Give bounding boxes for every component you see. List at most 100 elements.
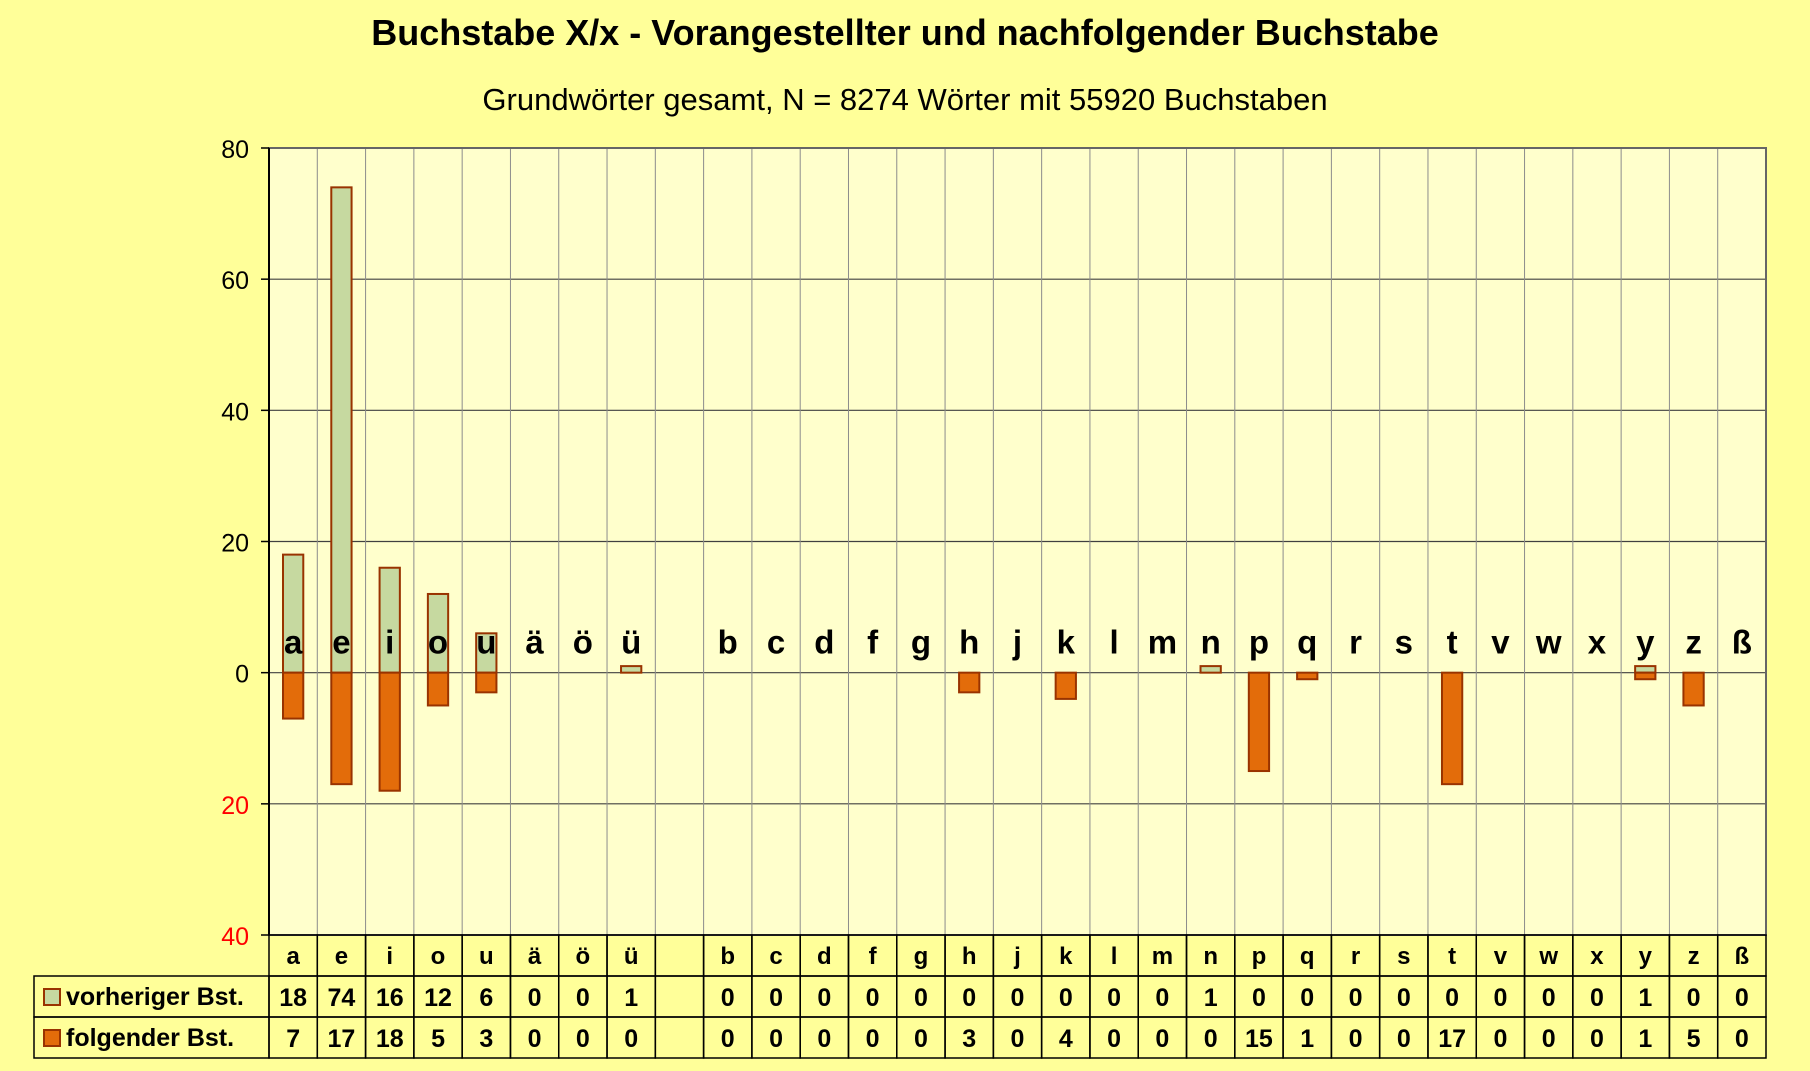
table-value: 0	[576, 1025, 590, 1053]
table-value: 0	[1542, 984, 1556, 1012]
category-label-q: q	[1297, 624, 1317, 661]
category-label-d: d	[814, 624, 834, 661]
y-axis: 80 60 40 20 0 20 40	[221, 136, 270, 951]
category-label-c: c	[767, 624, 785, 661]
table-value: 0	[1687, 984, 1701, 1012]
category-label-s: s	[1395, 624, 1413, 661]
table-value: 3	[479, 1025, 493, 1053]
grid-lines	[268, 147, 1767, 936]
y-tick-label: 60	[221, 267, 249, 295]
table-value: 0	[528, 1025, 542, 1053]
category-label-k: k	[1057, 624, 1076, 661]
category-label-u: u	[476, 624, 496, 661]
table-value: 5	[431, 1025, 445, 1053]
category-label-ü: ü	[621, 624, 641, 661]
table-value: 0	[1349, 1025, 1363, 1053]
table-value: 1	[1204, 984, 1218, 1012]
category-label-x: x	[1588, 624, 1607, 661]
table-value: 0	[1493, 1025, 1507, 1053]
bar-vorheriger-ü	[620, 665, 643, 674]
table-value: 0	[1735, 984, 1749, 1012]
bar-vorheriger-e	[330, 186, 353, 674]
table-value: 0	[962, 984, 976, 1012]
chart-title: Buchstabe X/x - Vorangestellter und nach…	[371, 12, 1439, 53]
table-value: 0	[1011, 1025, 1025, 1053]
table-value: 0	[914, 984, 928, 1012]
legend-label-folgender: folgender Bst.	[66, 1024, 234, 1052]
y-tick-label: 20	[221, 530, 249, 558]
table-value: 0	[1011, 984, 1025, 1012]
legend-label-vorheriger: vorheriger Bst.	[66, 983, 244, 1011]
table-value: 15	[1245, 1025, 1273, 1053]
category-label-ä: ä	[525, 624, 544, 661]
table-value: 0	[1542, 1025, 1556, 1053]
table-value: 0	[817, 1025, 831, 1053]
bar-vorheriger-n	[1199, 665, 1222, 674]
category-label-f: f	[867, 624, 879, 661]
y-tick-label: 0	[235, 661, 249, 689]
category-label-ß: ß	[1732, 624, 1752, 661]
table-cell	[1716, 1016, 1767, 1059]
table-row-header	[33, 1016, 270, 1059]
table-value: 0	[817, 984, 831, 1012]
table-value: 1	[624, 984, 638, 1012]
table-header-g: g	[914, 943, 929, 970]
category-label-p: p	[1249, 624, 1269, 661]
table-value: 0	[1397, 1025, 1411, 1053]
table-header-d: d	[817, 943, 832, 970]
table-cell	[654, 934, 705, 977]
table-cell	[654, 975, 705, 1018]
table-header-x: x	[1590, 943, 1604, 970]
table-value: 0	[769, 984, 783, 1012]
table-header-v: v	[1494, 943, 1508, 970]
table-header-k: k	[1059, 943, 1073, 970]
table-header-j: j	[1013, 943, 1021, 970]
table-header-ü: ü	[624, 943, 639, 970]
table-value: 18	[376, 1025, 404, 1053]
category-label-l: l	[1109, 624, 1118, 661]
table-header-e: e	[335, 943, 348, 970]
table-header-z: z	[1688, 943, 1700, 970]
table-value: 0	[1155, 984, 1169, 1012]
table-header-p: p	[1252, 943, 1267, 970]
category-label-z: z	[1685, 624, 1702, 661]
table-value: 0	[1349, 984, 1363, 1012]
table-header-n: n	[1203, 943, 1218, 970]
category-label-v: v	[1491, 624, 1510, 661]
table-header-o: o	[431, 943, 446, 970]
category-label-g: g	[911, 624, 931, 661]
bar-folgender-p	[1247, 671, 1271, 773]
table-value: 0	[914, 1025, 928, 1053]
table-value: 0	[1107, 984, 1121, 1012]
table-header-f: f	[869, 943, 878, 970]
table-header-y: y	[1639, 943, 1653, 970]
table-value: 0	[624, 1025, 638, 1053]
table-value: 5	[1687, 1025, 1701, 1053]
table-value: 0	[721, 1025, 735, 1053]
table-value: 0	[576, 984, 590, 1012]
table-value: 18	[279, 984, 307, 1012]
table-header-r: r	[1351, 943, 1360, 970]
table-value: 12	[424, 984, 452, 1012]
table-header-ö: ö	[576, 943, 591, 970]
table-value: 0	[528, 984, 542, 1012]
table-value: 0	[1107, 1025, 1121, 1053]
table-header-l: l	[1111, 943, 1118, 970]
data-table: a e i o u ä ö ü b c d f g h j k l m n p q r s t v w x y z ß vorheriger…	[33, 934, 1767, 1059]
table-value: 4	[1059, 1025, 1073, 1053]
table-header-c: c	[769, 943, 782, 970]
bar-folgender-i	[378, 671, 401, 792]
table-header-ß: ß	[1735, 943, 1750, 970]
table-value: 0	[866, 1025, 880, 1053]
category-label-j: j	[1012, 624, 1022, 661]
category-label-o: o	[428, 624, 448, 661]
table-header-t: t	[1448, 943, 1456, 970]
table-value: 1	[1638, 984, 1652, 1012]
table-value: 17	[1438, 1025, 1466, 1053]
table-value: 0	[1397, 984, 1411, 1012]
table-header-s: s	[1397, 943, 1410, 970]
table-value: 0	[1590, 984, 1604, 1012]
chart-subtitle: Grundwörter gesamt, N = 8274 Wörter mit …	[482, 82, 1328, 117]
